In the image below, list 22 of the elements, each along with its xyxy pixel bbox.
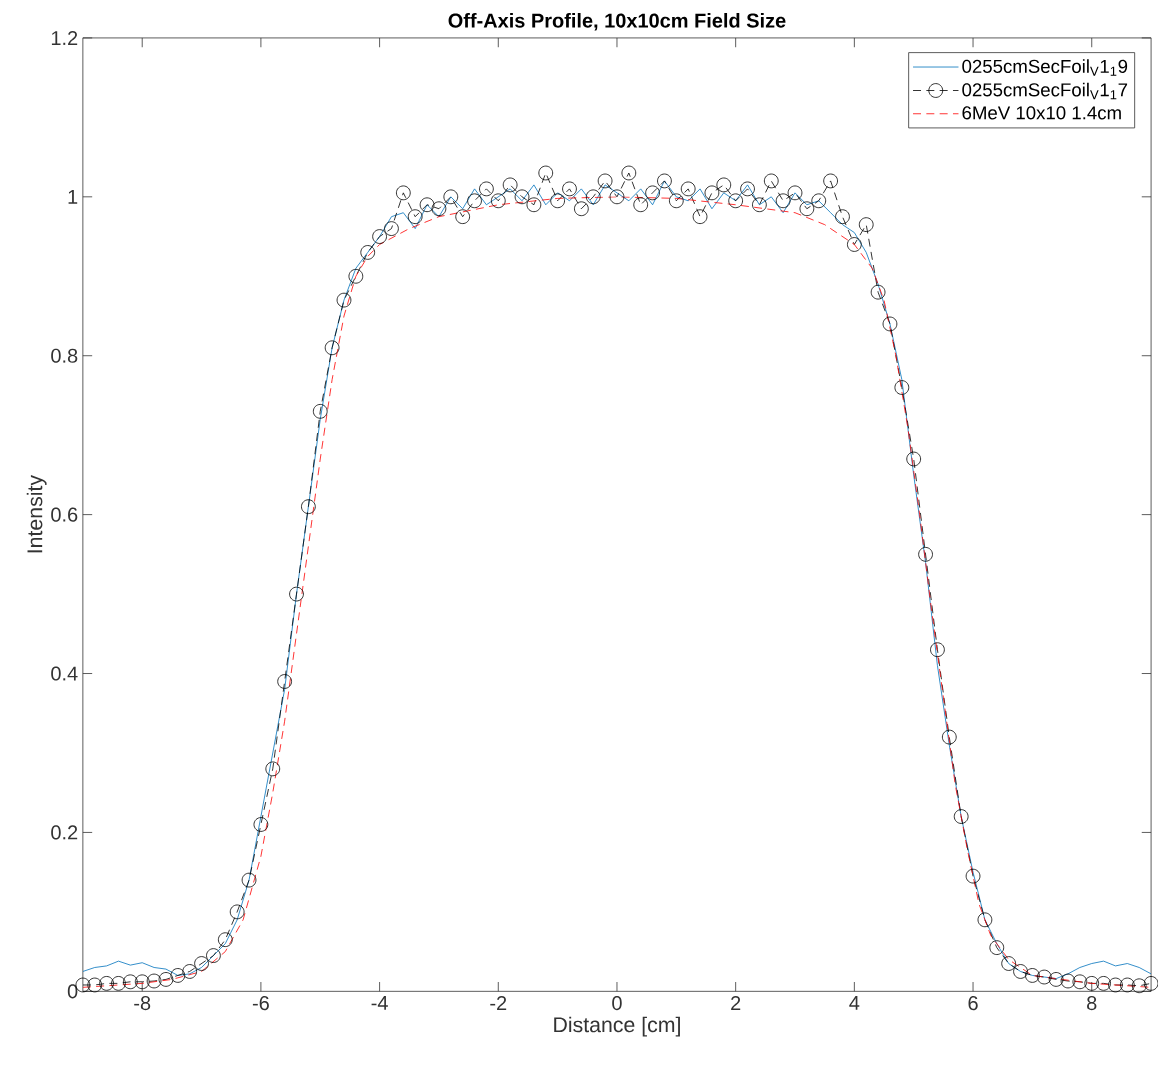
y-tick-label: 0.4 (51, 666, 78, 681)
legend-label: 0255cmSecFoil$_{V}$1$_{1}$7 (962, 82, 1128, 100)
x-tick-label: 2 (731, 995, 741, 1010)
x-tick-label: 6 (968, 995, 978, 1011)
x-axis-title: Distance [cm] (554, 1016, 680, 1037)
x-tick-label: 0 (612, 995, 622, 1011)
x-tick-label: -6 (252, 995, 269, 1011)
x-tick-label: -2 (490, 995, 507, 1010)
x-tick-label: -4 (371, 995, 388, 1010)
y-tick-label: 0.6 (51, 507, 78, 522)
x-tick-label: 4 (849, 995, 860, 1010)
y-tick-label: 0.8 (51, 348, 78, 363)
y-tick-label: 1.2 (51, 30, 78, 45)
y-tick-label: 0 (67, 984, 78, 999)
legend-label: 6MeV 10x10 1.4cm (962, 106, 1121, 120)
y-axis-title: Intensity (26, 474, 47, 553)
x-tick-label: -8 (134, 995, 151, 1011)
chart-title: Off-Axis Profile, 10x10cm Field Size (448, 12, 786, 31)
x-tick-label: 8 (1087, 995, 1097, 1011)
legend-label: 0255cmSecFoil$_{V}$1$_{1}$9 (962, 59, 1128, 76)
y-tick-label: 1 (68, 189, 78, 204)
y-tick-label: 0.2 (51, 825, 78, 840)
